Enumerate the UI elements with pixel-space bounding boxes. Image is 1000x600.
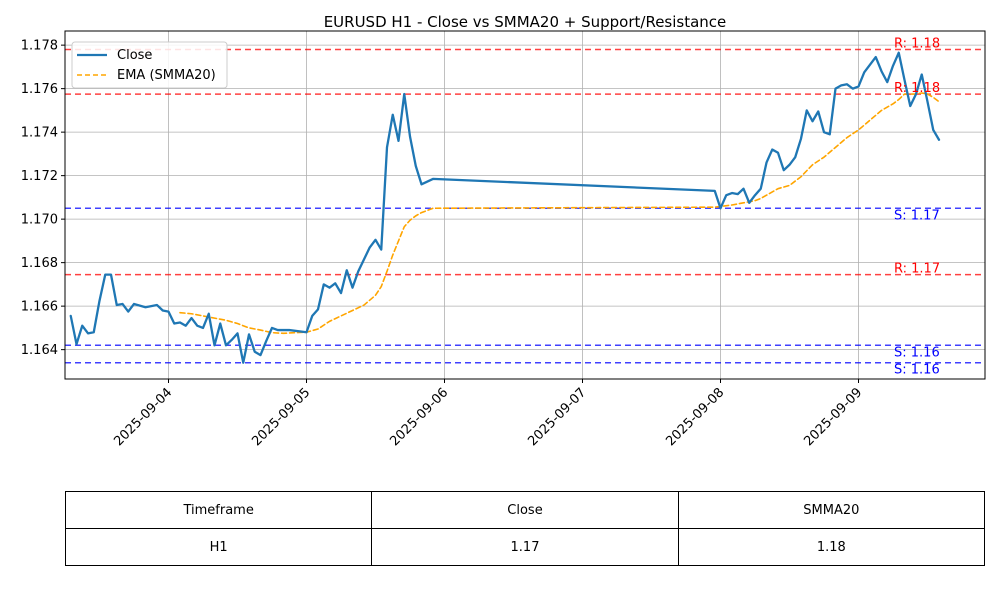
support-label: S: 1.16: [894, 345, 940, 360]
summary-data-row: H1 1.17 1.18: [64, 528, 986, 566]
legend-label-ema: EMA (SMMA20): [117, 68, 216, 83]
x-tick-label: 2025-09-06: [387, 385, 451, 449]
level-labels: R: 1.18 R: 1.18 S: 1.17 R: 1.17 S: 1.16 S: 1.…: [894, 36, 940, 377]
x-tick-label: 2025-09-09: [801, 385, 865, 449]
header-smma20: SMMA20: [677, 491, 986, 529]
series-lines: [69, 51, 941, 364]
support-label: S: 1.16: [894, 363, 940, 378]
resistance-label: R: 1.17: [894, 262, 940, 277]
series-line-close: [69, 51, 941, 364]
support-resistance-lines: [65, 48, 985, 364]
chart-title: EURUSD H1 - Close vs SMMA20 + Support/Re…: [324, 13, 727, 31]
support-label: S: 1.17: [894, 208, 940, 223]
summary-table: Timeframe Close SMMA20 H1 1.17 1.18: [64, 491, 986, 566]
header-timeframe: Timeframe: [64, 491, 373, 529]
y-tick-label: 1.178: [21, 39, 58, 54]
cell-timeframe: H1: [64, 528, 373, 566]
y-tick-label: 1.172: [21, 169, 58, 184]
y-tick-label: 1.164: [21, 343, 58, 358]
x-tick-label: 2025-09-08: [663, 385, 727, 449]
cell-close: 1.17: [371, 528, 679, 566]
summary-header-row: Timeframe Close SMMA20: [64, 491, 986, 529]
x-tick-label: 2025-09-07: [525, 385, 589, 449]
legend-box: [71, 41, 228, 89]
y-tick-label: 1.170: [21, 213, 58, 228]
y-tick-label: 1.168: [21, 256, 58, 271]
y-tick-label: 1.174: [21, 126, 58, 141]
y-tick-label: 1.176: [21, 82, 58, 97]
y-tick-label: 1.166: [21, 300, 58, 315]
legend: Close EMA (SMMA20): [71, 41, 228, 89]
resistance-label: R: 1.18: [894, 36, 940, 51]
x-tick-label: 2025-09-04: [111, 385, 175, 449]
x-tick-label: 2025-09-05: [249, 385, 313, 449]
plot-area-frame: [64, 30, 986, 380]
header-close: Close: [371, 491, 679, 529]
axes: 2025-09-04 2025-09-05 2025-09-06 2025-09-07…: [21, 39, 866, 450]
series-line-smma20: [179, 92, 940, 335]
cell-smma20: 1.18: [677, 528, 986, 566]
legend-label-close: Close: [117, 48, 152, 63]
resistance-label: R: 1.18: [894, 81, 940, 96]
